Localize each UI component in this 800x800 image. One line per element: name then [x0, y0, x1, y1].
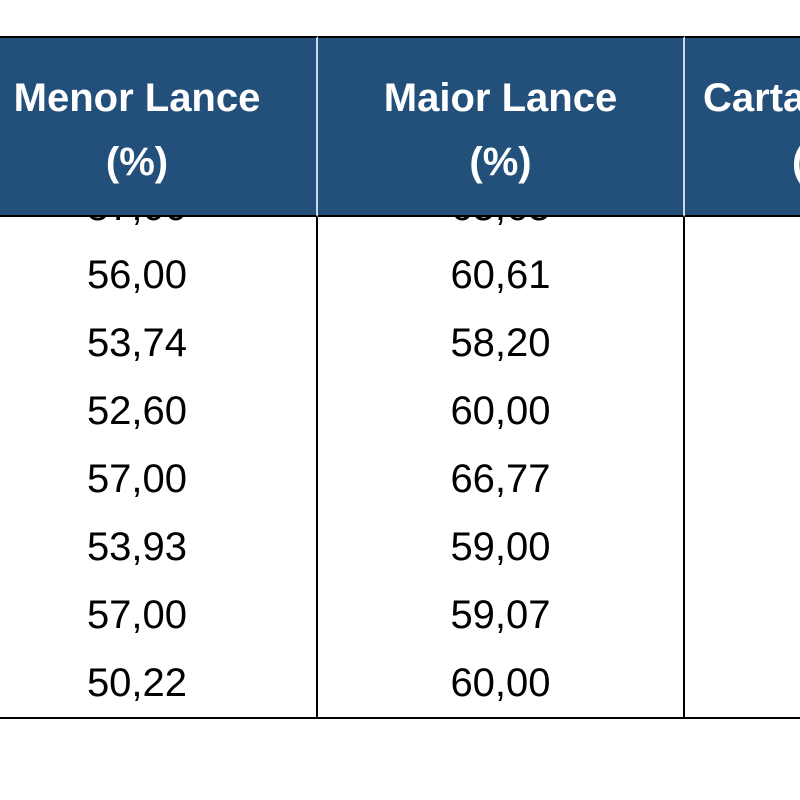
header-text: Carta — [703, 76, 800, 120]
empty-cell — [685, 445, 800, 515]
table-cell: 53,74 — [0, 309, 318, 379]
header-text: (%) — [105, 140, 169, 184]
empty-cell — [685, 581, 800, 651]
table-cell: 58,20 — [318, 309, 685, 379]
header-cell: Menor Lance (%) — [0, 36, 318, 217]
table-cell: 59,07 — [318, 581, 685, 651]
table-cell: 50,22 — [0, 649, 318, 719]
table-cell: 60,61 — [318, 241, 685, 311]
table-cell: 52,60 — [0, 377, 318, 447]
empty-cell — [685, 241, 800, 311]
header-text: (%) — [469, 140, 532, 184]
empty-cell — [685, 377, 800, 447]
table-cell: 53,93 — [0, 513, 318, 583]
empty-cell — [685, 649, 800, 719]
empty-cell — [685, 513, 800, 583]
table-cell: 56,00 — [0, 241, 318, 311]
table-cell: 57,00 — [0, 581, 318, 651]
header-text: Menor Lance — [13, 76, 261, 120]
header-cell: Maior Lance (%) — [318, 36, 685, 217]
table-cell: 59,00 — [318, 513, 685, 583]
empty-cell — [685, 309, 800, 379]
table-cell: 60,00 — [318, 649, 685, 719]
header-cell: Carta ( — [685, 36, 800, 217]
table-cell: 60,00 — [318, 377, 685, 447]
table-cell: 57,00 — [0, 445, 318, 515]
table-cell: 66,77 — [318, 445, 685, 515]
header-text: Maior Lance — [383, 76, 618, 120]
header-text: ( — [792, 142, 800, 182]
